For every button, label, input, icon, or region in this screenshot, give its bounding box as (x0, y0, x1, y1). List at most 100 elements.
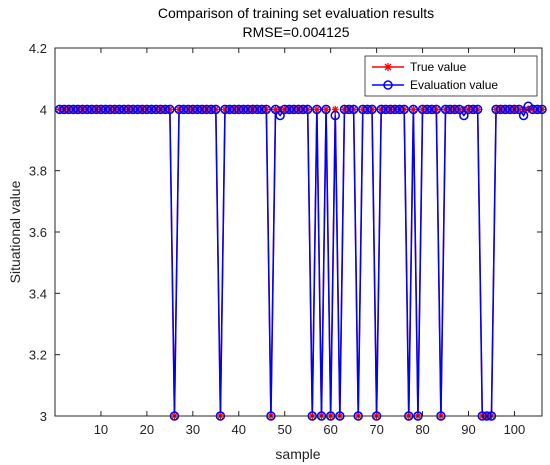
data-point-evaluation-value (509, 104, 520, 115)
data-point-evaluation-value (192, 104, 203, 115)
y-tick-label: 4 (40, 102, 47, 117)
data-point-evaluation-value (495, 104, 506, 115)
data-point-evaluation-value (64, 104, 74, 115)
data-point-evaluation-value (243, 104, 253, 115)
data-point-evaluation-value (500, 104, 510, 115)
data-point-evaluation-value (142, 104, 152, 115)
data-point-evaluation-value (298, 104, 308, 115)
legend-asterisk-icon (384, 63, 392, 71)
data-point-true-value (322, 105, 330, 113)
data-point-evaluation-value (68, 104, 79, 115)
data-point-evaluation-value (82, 104, 92, 115)
data-point-evaluation-value (394, 104, 405, 115)
data-point-evaluation-value (109, 104, 120, 115)
data-point-evaluation-value (206, 104, 216, 115)
data-point-evaluation-value (234, 104, 244, 115)
data-point-evaluation-value (137, 104, 148, 115)
data-point-evaluation-value (183, 104, 193, 115)
data-point-evaluation-value (302, 104, 313, 115)
data-point-evaluation-value (261, 104, 272, 115)
data-point-evaluation-value (211, 104, 221, 115)
legend-circle-icon (383, 80, 393, 90)
x-tick-label: 70 (369, 422, 383, 437)
data-point-evaluation-value (330, 110, 340, 121)
data-point-evaluation-value (197, 104, 207, 115)
y-tick-label: 3.4 (29, 286, 47, 301)
data-point-evaluation-value (229, 104, 239, 115)
data-point-evaluation-value (344, 104, 354, 115)
data-point-evaluation-value (449, 104, 460, 115)
data-point-evaluation-value (505, 104, 515, 115)
data-point-evaluation-value (279, 104, 290, 115)
series-markers (54, 101, 547, 421)
data-point-evaluation-value (128, 104, 138, 115)
data-point-evaluation-value (518, 110, 529, 121)
data-point-evaluation-value (77, 104, 88, 115)
data-point-evaluation-value (532, 104, 543, 115)
data-point-evaluation-value (270, 104, 281, 115)
data-point-evaluation-value (381, 104, 391, 115)
x-tick-label: 50 (277, 422, 291, 437)
data-point-evaluation-value (220, 104, 230, 115)
legend: True value Evaluation value (364, 55, 538, 97)
data-point-evaluation-value (201, 104, 212, 115)
data-point-evaluation-value (491, 104, 501, 115)
data-point-evaluation-value (224, 104, 235, 115)
data-point-evaluation-value (321, 104, 331, 115)
plot-area (55, 48, 542, 416)
legend-label-evaluation-value: Evaluation value (410, 78, 498, 92)
data-point-evaluation-value (463, 104, 474, 115)
data-point-evaluation-value (431, 104, 442, 115)
data-point-evaluation-value (123, 104, 134, 115)
data-point-evaluation-value (160, 104, 171, 115)
data-point-evaluation-value (293, 104, 304, 115)
y-tick-label: 3 (40, 409, 47, 424)
data-point-evaluation-value (417, 104, 428, 115)
data-point-evaluation-value (91, 104, 102, 115)
data-point-evaluation-value (468, 104, 478, 115)
legend-label-true-value: True value (410, 60, 467, 74)
plot-frame (54, 47, 543, 417)
y-tick-label: 3.6 (29, 225, 47, 240)
data-point-evaluation-value (59, 104, 69, 115)
y-tick-label: 3.2 (29, 348, 47, 363)
data-point-true-value (409, 105, 417, 113)
data-point-evaluation-value (422, 104, 432, 115)
data-point-evaluation-value (348, 104, 359, 115)
data-point-evaluation-value (178, 104, 189, 115)
data-point-evaluation-value (459, 110, 469, 121)
data-point-evaluation-value (339, 104, 350, 115)
y-tick-label: 3.8 (29, 164, 47, 179)
chart-subtitle: RMSE=0.004125 (242, 24, 349, 40)
data-point-evaluation-value (376, 104, 386, 115)
data-point-evaluation-value (54, 104, 65, 115)
data-point-evaluation-value (114, 104, 125, 115)
data-point-evaluation-value (73, 104, 83, 115)
data-point-evaluation-value (289, 104, 299, 115)
data-point-evaluation-value (174, 104, 184, 115)
data-point-evaluation-value (440, 104, 451, 115)
y-tick-label: 4.2 (29, 41, 47, 56)
data-point-evaluation-value (96, 104, 106, 115)
x-tick-label: 40 (232, 422, 246, 437)
data-point-evaluation-value (528, 104, 538, 115)
data-point-evaluation-value (390, 104, 400, 115)
data-point-evaluation-value (514, 104, 524, 115)
data-point-evaluation-value (445, 104, 455, 115)
x-tick-label: 60 (323, 422, 337, 437)
data-point-evaluation-value (132, 104, 143, 115)
data-point-evaluation-value (358, 104, 368, 115)
data-point-true-value (313, 105, 321, 113)
data-point-evaluation-value (367, 104, 377, 115)
data-point-evaluation-value (454, 104, 465, 115)
data-point-evaluation-value (165, 104, 175, 115)
data-point-evaluation-value (426, 104, 437, 115)
x-tick-label: 10 (94, 422, 108, 437)
data-point-evaluation-value (247, 104, 258, 115)
data-point-evaluation-value (362, 104, 373, 115)
data-point-evaluation-value (284, 104, 295, 115)
data-point-evaluation-value (312, 104, 322, 115)
data-point-evaluation-value (87, 104, 97, 115)
x-tick-label: 20 (140, 422, 154, 437)
